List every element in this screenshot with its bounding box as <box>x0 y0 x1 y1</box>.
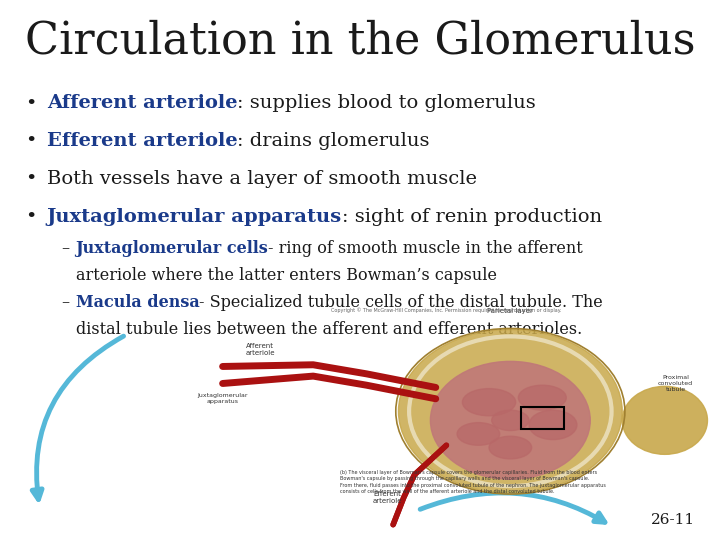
Text: •: • <box>25 132 37 150</box>
Text: distal tubule lies between the afferent and efferent arterioles.: distal tubule lies between the afferent … <box>76 321 582 338</box>
Text: Parietal layer: Parietal layer <box>487 308 534 314</box>
Text: •: • <box>25 208 37 226</box>
Text: : supplies blood to glomerulus: : supplies blood to glomerulus <box>238 94 536 112</box>
Text: : drains glomerulus: : drains glomerulus <box>238 132 430 150</box>
Text: Efferent
arteriole: Efferent arteriole <box>373 491 402 504</box>
Text: Proximal
convoluted
tubule: Proximal convoluted tubule <box>658 375 693 392</box>
Text: Macula densa: Macula densa <box>76 294 199 311</box>
Ellipse shape <box>398 329 622 493</box>
Text: Juxtaglomerular cells: Juxtaglomerular cells <box>76 240 269 257</box>
Text: –: – <box>61 294 69 311</box>
Ellipse shape <box>431 361 590 480</box>
Text: Both vessels have a layer of smooth muscle: Both vessels have a layer of smooth musc… <box>47 170 477 188</box>
Text: arteriole where the latter enters Bowman’s capsule: arteriole where the latter enters Bowman… <box>76 267 497 284</box>
Ellipse shape <box>457 423 500 445</box>
Text: •: • <box>25 170 37 188</box>
Text: - Specialized tubule cells of the distal tubule. The: - Specialized tubule cells of the distal… <box>199 294 603 311</box>
FancyArrowPatch shape <box>420 493 605 522</box>
Text: Afferent
arteriole: Afferent arteriole <box>246 343 274 356</box>
Text: : sight of renin production: : sight of renin production <box>342 208 602 226</box>
Text: Juxtaglomerular
apparatus: Juxtaglomerular apparatus <box>197 393 248 404</box>
Text: –: – <box>61 240 69 257</box>
Text: Efferent arteriole: Efferent arteriole <box>47 132 238 150</box>
Ellipse shape <box>492 410 529 430</box>
Text: (b) The visceral layer of Bowman's capsule covers the glomerular capillaries. Fl: (b) The visceral layer of Bowman's capsu… <box>340 470 606 494</box>
Ellipse shape <box>489 436 531 459</box>
Bar <box>521 407 564 429</box>
Text: Circulation in the Glomerulus: Circulation in the Glomerulus <box>24 19 696 62</box>
Text: - ring of smooth muscle in the afferent: - ring of smooth muscle in the afferent <box>269 240 583 257</box>
FancyArrowPatch shape <box>32 336 124 500</box>
Text: Juxtaglomerular apparatus: Juxtaglomerular apparatus <box>47 208 342 226</box>
Text: 26-11: 26-11 <box>651 512 695 526</box>
Text: •: • <box>25 94 37 112</box>
Text: Copyright © The McGraw-Hill Companies, Inc. Permission required for reproduction: Copyright © The McGraw-Hill Companies, I… <box>331 307 562 313</box>
Ellipse shape <box>462 389 516 416</box>
Ellipse shape <box>622 386 708 454</box>
Text: Afferent arteriole: Afferent arteriole <box>47 94 238 112</box>
Ellipse shape <box>529 410 577 440</box>
Ellipse shape <box>518 385 566 410</box>
